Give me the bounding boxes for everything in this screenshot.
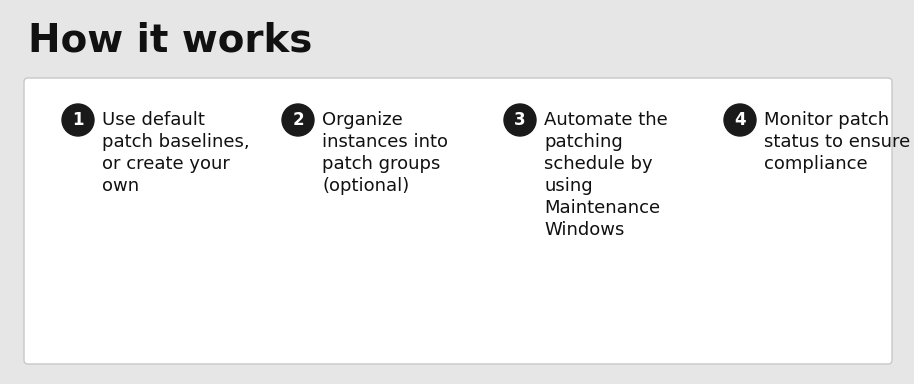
Text: compliance: compliance bbox=[764, 155, 867, 173]
Text: 4: 4 bbox=[734, 111, 746, 129]
Text: own: own bbox=[102, 177, 139, 195]
Text: using: using bbox=[544, 177, 592, 195]
Text: Windows: Windows bbox=[544, 221, 624, 239]
Circle shape bbox=[724, 104, 756, 136]
Text: How it works: How it works bbox=[28, 22, 313, 60]
Circle shape bbox=[62, 104, 94, 136]
Text: Automate the: Automate the bbox=[544, 111, 668, 129]
Text: patch groups: patch groups bbox=[322, 155, 441, 173]
Text: patch baselines,: patch baselines, bbox=[102, 133, 250, 151]
Text: 2: 2 bbox=[292, 111, 303, 129]
Circle shape bbox=[282, 104, 314, 136]
Text: schedule by: schedule by bbox=[544, 155, 653, 173]
Text: (optional): (optional) bbox=[322, 177, 409, 195]
Text: Monitor patch: Monitor patch bbox=[764, 111, 889, 129]
Text: Maintenance: Maintenance bbox=[544, 199, 660, 217]
Text: 3: 3 bbox=[515, 111, 526, 129]
FancyBboxPatch shape bbox=[24, 78, 892, 364]
Text: instances into: instances into bbox=[322, 133, 448, 151]
Text: 1: 1 bbox=[72, 111, 84, 129]
Text: status to ensure: status to ensure bbox=[764, 133, 910, 151]
Text: Organize: Organize bbox=[322, 111, 403, 129]
Text: Use default: Use default bbox=[102, 111, 205, 129]
Text: patching: patching bbox=[544, 133, 622, 151]
Circle shape bbox=[504, 104, 536, 136]
Text: or create your: or create your bbox=[102, 155, 230, 173]
